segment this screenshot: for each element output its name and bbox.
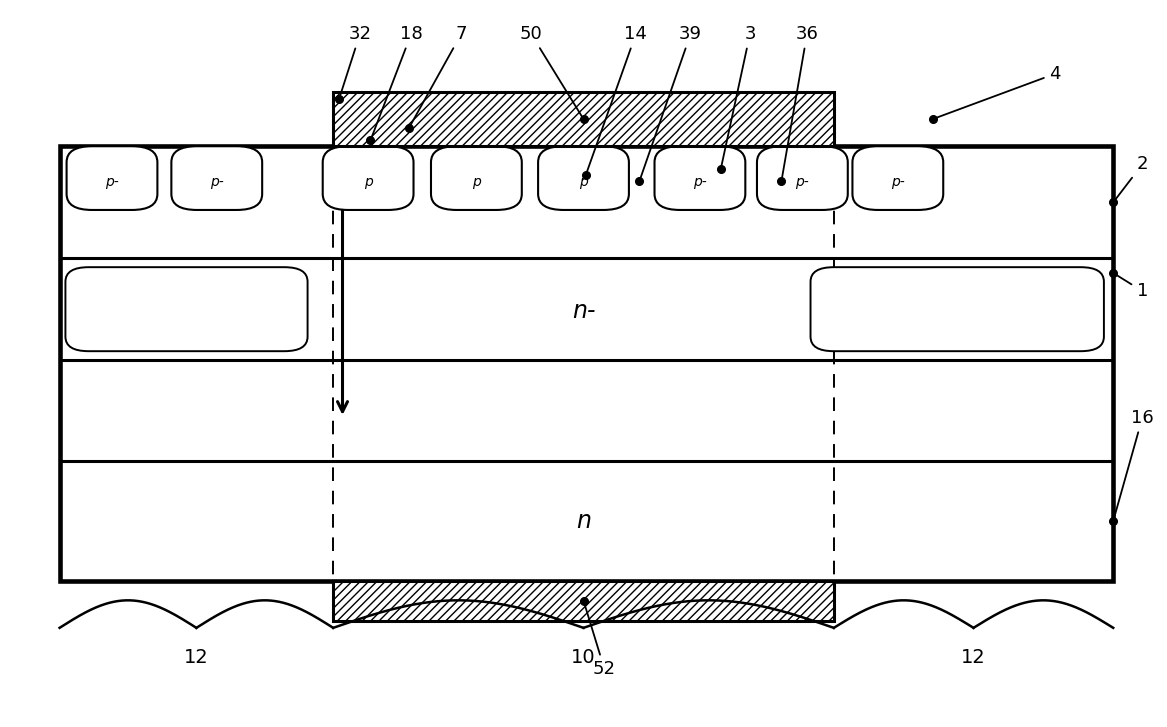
Text: p-: p- [693,174,707,189]
FancyBboxPatch shape [538,146,629,210]
FancyBboxPatch shape [323,146,413,210]
Bar [60,146,1113,581]
Text: p: p [471,174,481,189]
FancyBboxPatch shape [67,146,158,210]
FancyBboxPatch shape [65,268,308,351]
Bar [334,92,833,146]
Text: 39: 39 [641,25,703,179]
Text: n--: n-- [165,300,193,319]
FancyBboxPatch shape [655,146,746,210]
Text: p: p [364,174,372,189]
Bar [334,581,833,621]
Text: 14: 14 [587,25,648,172]
FancyBboxPatch shape [757,146,847,210]
Text: p: p [579,174,588,189]
Text: 7: 7 [411,25,467,126]
Text: 12: 12 [962,648,986,667]
FancyBboxPatch shape [172,146,263,210]
Text: n--: n-- [956,300,984,319]
Text: 12: 12 [184,648,209,667]
FancyBboxPatch shape [852,146,943,210]
Text: 18: 18 [371,25,422,138]
FancyBboxPatch shape [431,146,522,210]
Text: 52: 52 [585,603,616,678]
Text: 4: 4 [936,65,1061,118]
Text: p-: p- [210,174,224,189]
Text: 3: 3 [721,25,756,166]
Text: 32: 32 [340,25,371,97]
Text: 10: 10 [571,648,596,667]
Text: n: n [576,509,591,533]
Text: 50: 50 [519,25,582,117]
Text: 16: 16 [1114,409,1154,518]
Text: 36: 36 [782,25,818,179]
Text: p-: p- [890,174,904,189]
Text: p-: p- [796,174,809,189]
Text: p-: p- [105,174,119,189]
FancyBboxPatch shape [811,268,1104,351]
Text: n-: n- [572,299,595,323]
Text: 2: 2 [1114,156,1148,200]
Text: 1: 1 [1116,274,1148,300]
